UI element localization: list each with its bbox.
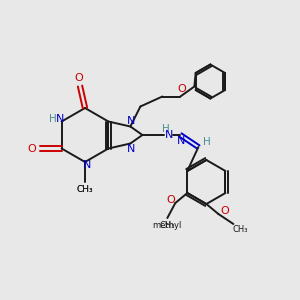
Text: H: H: [49, 115, 56, 124]
Text: N: N: [127, 116, 136, 127]
Text: O: O: [166, 195, 175, 205]
Text: N: N: [127, 143, 136, 154]
Text: O: O: [177, 85, 186, 94]
Text: CH₃: CH₃: [160, 220, 175, 230]
Text: O: O: [75, 73, 83, 83]
Text: N: N: [165, 130, 174, 140]
Text: H: H: [161, 124, 169, 134]
Text: O: O: [220, 206, 229, 216]
Text: N: N: [83, 160, 91, 170]
Text: O: O: [27, 143, 36, 154]
Text: methyl: methyl: [153, 221, 182, 230]
Text: CH₃: CH₃: [77, 184, 93, 194]
Text: N: N: [56, 115, 64, 124]
Text: CH₃: CH₃: [232, 224, 248, 233]
Text: CH₃: CH₃: [77, 184, 93, 194]
Text: H: H: [202, 137, 210, 147]
Text: N: N: [177, 136, 186, 146]
